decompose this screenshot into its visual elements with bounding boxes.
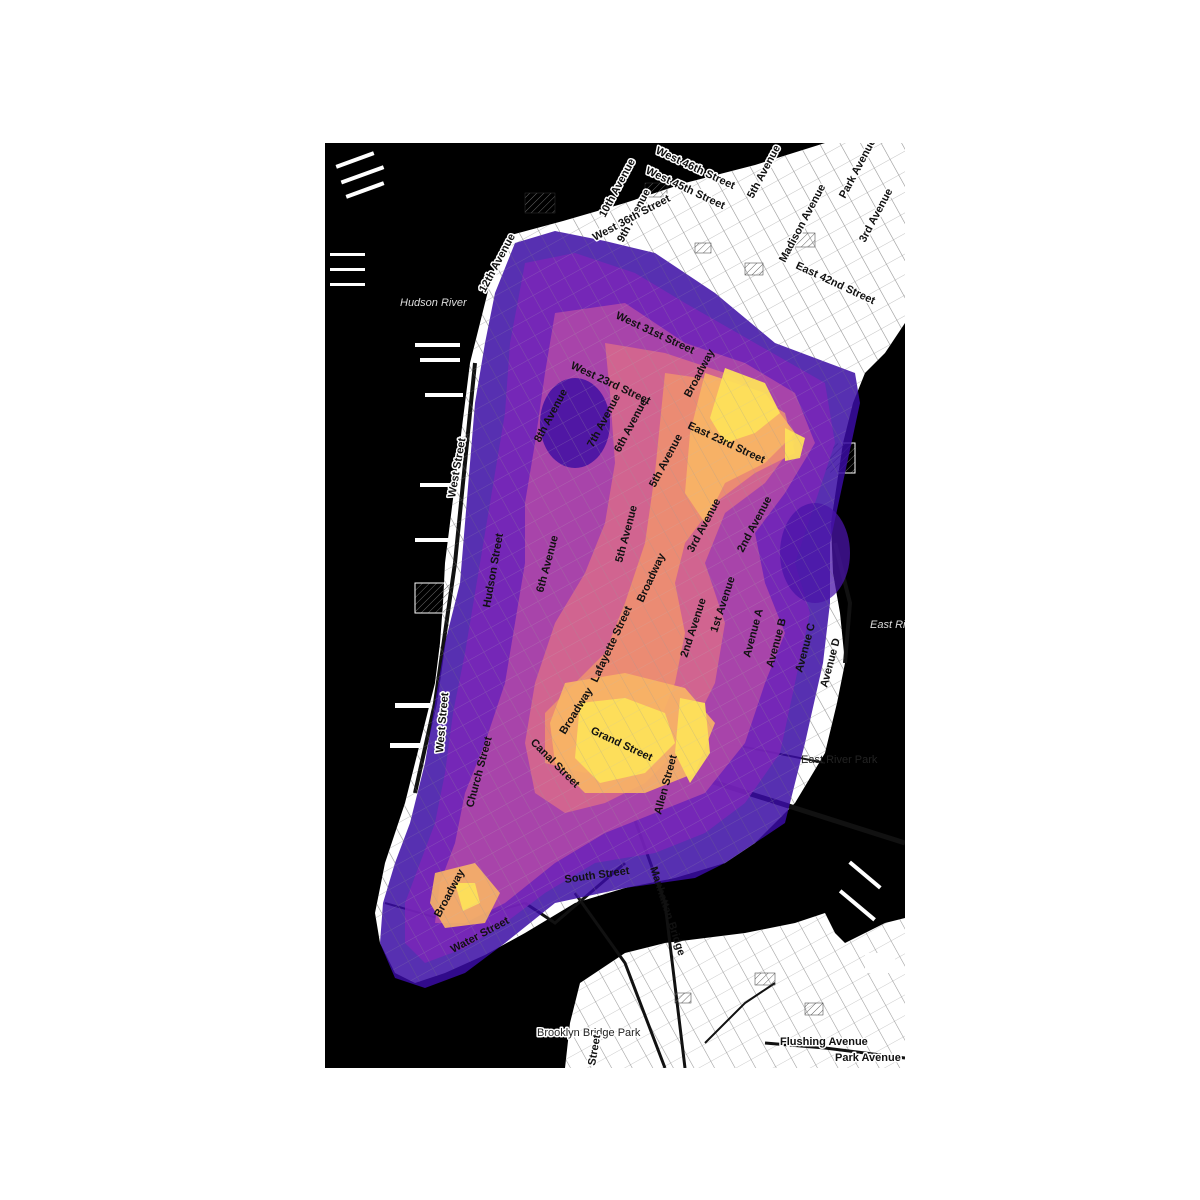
street-label: Flushing Avenue (780, 1036, 868, 1048)
water-label: Hudson River (400, 297, 468, 309)
park-label: Brooklyn Bridge Park (537, 1027, 641, 1039)
map-svg: Hudson River East River East River Park … (325, 143, 905, 1068)
street-label: Park Avenue (835, 1052, 901, 1064)
water-label: East River (870, 619, 905, 631)
map-canvas[interactable]: Hudson River East River East River Park … (325, 143, 905, 1068)
park-label: East River Park (801, 754, 878, 766)
